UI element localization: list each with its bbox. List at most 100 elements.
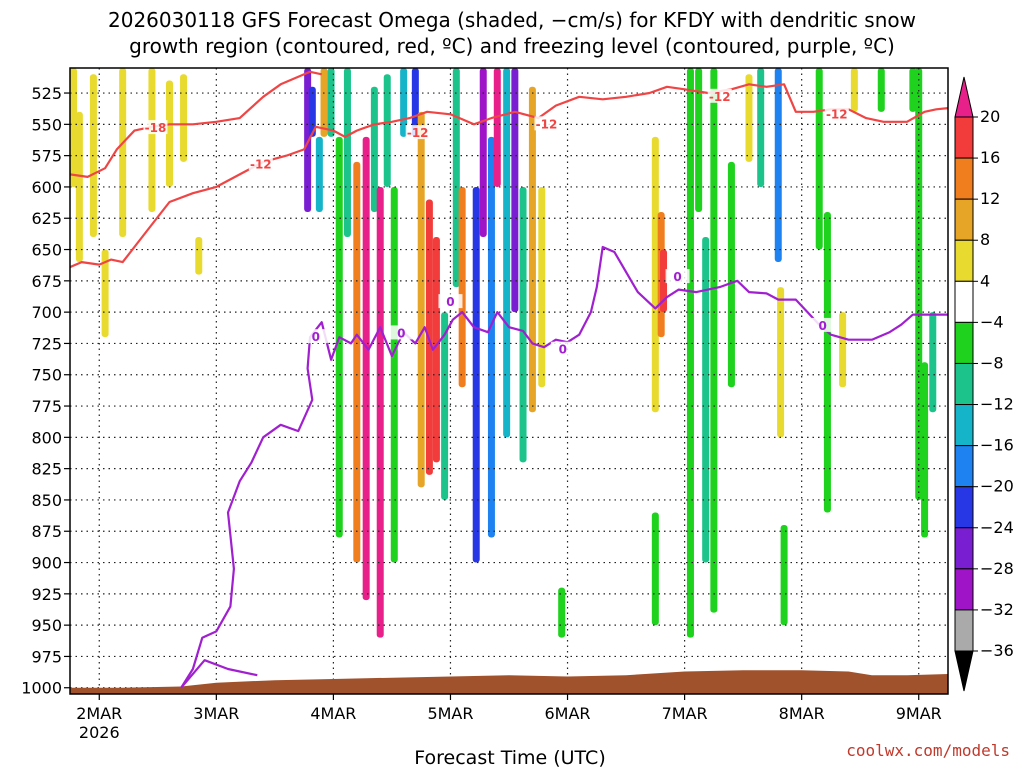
y-tick-label: 600	[31, 178, 62, 197]
gridlines	[70, 68, 948, 694]
contour-label-bg	[438, 294, 463, 309]
credit-text: coolwx.com/models	[846, 741, 1010, 760]
y-axis: 525 550 575 600 625 650 675 700 725 750 775 800 825 8…	[21, 84, 70, 698]
y-tick-label: 550	[31, 115, 62, 134]
colorbar-segment	[954, 362, 974, 406]
omega-band	[390, 186, 398, 563]
omega-band	[660, 249, 668, 313]
omega-band	[774, 68, 782, 263]
omega-band	[538, 186, 546, 388]
omega-band	[823, 211, 831, 513]
omega-band	[921, 362, 929, 538]
contour-label: -12	[407, 126, 429, 140]
contour-label: -12	[709, 90, 731, 104]
x-axis-label: Forecast Time (UTC)	[414, 747, 605, 768]
omega-band	[472, 186, 480, 563]
omega-band	[503, 68, 511, 438]
omega-band	[195, 237, 203, 275]
x-tick-label: 8MAR	[779, 704, 825, 723]
contour-label-bg	[534, 116, 559, 131]
y-tick-label: 650	[31, 241, 62, 260]
y-tick-label: 850	[31, 491, 62, 510]
contour-label: 0	[397, 326, 405, 340]
y-tick-label: 925	[31, 585, 62, 604]
colorbar-label: 20	[980, 107, 1000, 126]
omega-band	[780, 524, 788, 626]
colorbar-label: −28	[980, 559, 1014, 578]
y-tick-label: 725	[31, 334, 62, 353]
omega-band	[839, 312, 847, 388]
omega-band	[850, 68, 858, 112]
contour-label: -12	[826, 107, 848, 121]
contour-label-bg	[824, 106, 849, 121]
omega-band	[695, 68, 703, 212]
x-tick-label: 9MAR	[896, 704, 942, 723]
y-tick-label: 800	[31, 428, 62, 447]
colorbar-segment	[954, 239, 974, 282]
y-tick-label: 950	[31, 616, 62, 635]
omega-band	[909, 68, 917, 112]
omega-band	[487, 136, 495, 538]
omega-band	[757, 68, 765, 187]
omega-band	[417, 111, 425, 488]
y-tick-label: 975	[31, 647, 62, 666]
omega-band	[119, 68, 127, 238]
y-tick-label: 775	[31, 397, 62, 416]
omega-band	[727, 161, 735, 388]
contour-label: 0	[819, 319, 827, 333]
colorbar-label: 8	[980, 230, 990, 249]
y-tick-label: 700	[31, 303, 62, 322]
colorbar-label: −12	[980, 395, 1014, 414]
y-tick-label: 525	[31, 84, 62, 103]
contour-label-bg	[550, 341, 575, 356]
x-tick-sublabel: 2026	[79, 723, 120, 742]
omega-band	[180, 74, 188, 162]
contour-label: -12	[536, 117, 558, 131]
colorbar-label: −16	[980, 436, 1014, 455]
colorbar-label: −8	[980, 353, 1004, 372]
colorbar-segment	[954, 157, 974, 200]
colorbar-label: −4	[980, 312, 1004, 331]
omega-shading	[70, 68, 937, 638]
contour-series	[180, 245, 948, 689]
terrain-ground	[70, 670, 948, 694]
omega-band	[458, 186, 466, 388]
y-tick-label: 575	[31, 147, 62, 166]
omega-band	[376, 186, 384, 638]
contour-labels: -18 -12 -12 -12 -12 -12 0 0 0 0 0 0	[143, 88, 849, 357]
y-tick-label: 825	[31, 460, 62, 479]
contour-label-bg	[389, 325, 414, 340]
contour-series	[70, 83, 948, 269]
omega-band	[148, 68, 156, 212]
colorbar-bottom-arrow	[954, 650, 974, 692]
contour-series	[70, 70, 322, 178]
contour-label-bg	[405, 125, 430, 140]
contour-label: 0	[446, 295, 454, 309]
omega-band	[432, 237, 440, 463]
colorbar-segment	[954, 321, 974, 364]
colorbar-segment	[954, 609, 974, 652]
colorbar-top-arrow	[954, 76, 974, 118]
omega-band	[70, 68, 78, 187]
y-tick-label: 750	[31, 366, 62, 385]
omega-band	[929, 312, 937, 413]
omega-band	[777, 287, 785, 438]
omega-band	[558, 587, 566, 638]
contour-label: -18	[145, 121, 167, 135]
contour-label-bg	[303, 329, 328, 344]
omega-band	[710, 68, 718, 613]
colorbar-segment	[954, 404, 974, 447]
omega-band	[315, 136, 323, 212]
omega-band	[686, 68, 694, 638]
contour-label: 0	[312, 330, 320, 344]
colorbar-label: −36	[980, 641, 1014, 660]
contour-label-bg	[707, 88, 732, 103]
x-tick-label: 6MAR	[545, 704, 591, 723]
contour-label-bg	[248, 156, 273, 171]
x-tick-label: 7MAR	[662, 704, 708, 723]
omega-band	[815, 68, 823, 250]
omega-band	[166, 80, 174, 187]
omega-band	[383, 74, 391, 187]
plot-frame	[69, 67, 949, 695]
